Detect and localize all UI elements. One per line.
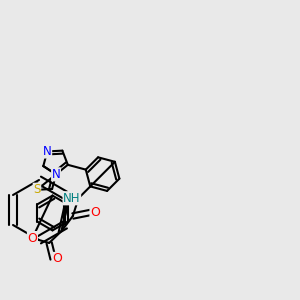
Text: O: O bbox=[28, 232, 38, 244]
Text: S: S bbox=[33, 183, 40, 196]
Text: N: N bbox=[43, 145, 52, 158]
Text: NH: NH bbox=[63, 192, 81, 205]
Text: O: O bbox=[90, 206, 100, 219]
Text: N: N bbox=[52, 168, 60, 181]
Text: O: O bbox=[53, 253, 62, 266]
